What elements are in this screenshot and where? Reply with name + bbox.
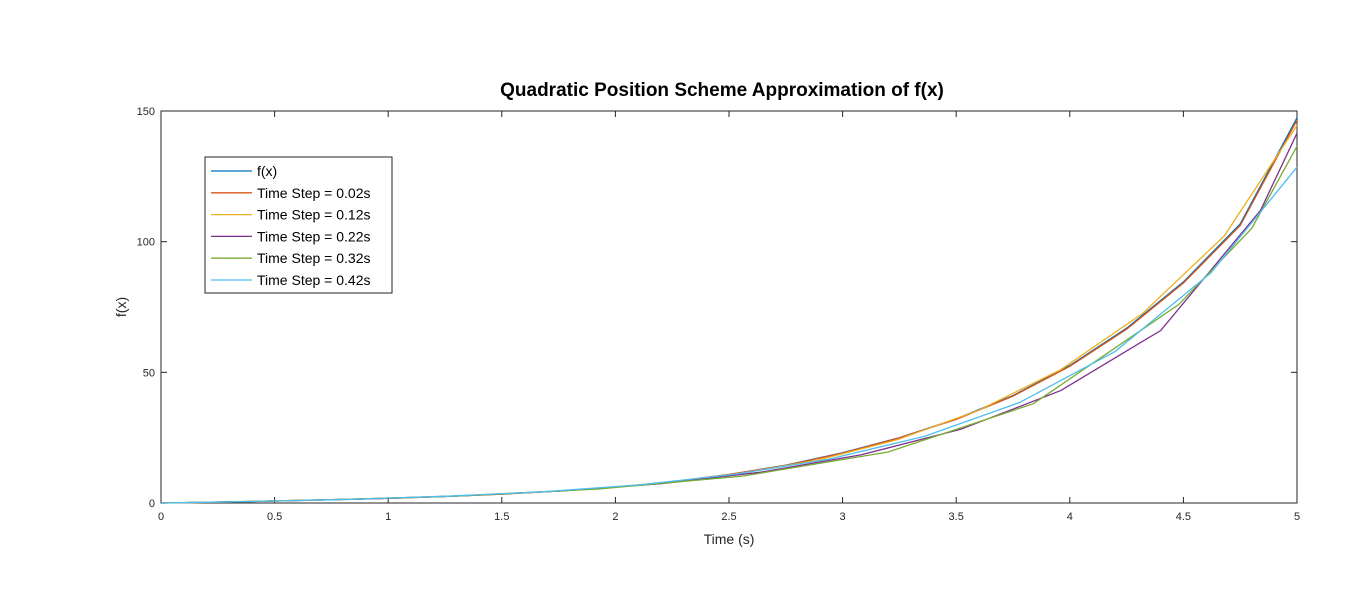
y-tick-label: 100 xyxy=(137,237,155,249)
legend-label-2: Time Step = 0.12s xyxy=(257,207,370,223)
x-tick-label: 2.5 xyxy=(721,511,736,523)
series-line-5 xyxy=(160,166,1298,504)
x-axis-label: Time (s) xyxy=(704,531,755,547)
x-tick-label: 0 xyxy=(158,511,164,523)
x-tick-label: 1.5 xyxy=(494,511,509,523)
x-tick-label: 3 xyxy=(840,511,846,523)
y-tick-label: 0 xyxy=(149,498,155,510)
x-tick-label: 0.5 xyxy=(267,511,282,523)
y-axis-label: f(x) xyxy=(113,297,129,317)
legend-label-3: Time Step = 0.22s xyxy=(257,228,370,244)
series-layer xyxy=(160,117,1298,504)
legend-label-5: Time Step = 0.42s xyxy=(257,272,370,288)
x-tick-label: 1 xyxy=(385,511,391,523)
x-tick-label: 4.5 xyxy=(1176,511,1191,523)
x-tick-label: 3.5 xyxy=(949,511,964,523)
x-tick-label: 2 xyxy=(612,511,618,523)
legend-label-1: Time Step = 0.02s xyxy=(257,185,370,201)
y-tick-label: 50 xyxy=(143,367,155,379)
legend: f(x) Time Step = 0.02s Time Step = 0.12s Ti… xyxy=(204,156,393,294)
legend-box xyxy=(204,156,393,294)
x-tick-label: 5 xyxy=(1294,511,1300,523)
legend-label-0: f(x) xyxy=(257,163,277,179)
legend-label-4: Time Step = 0.32s xyxy=(257,250,370,266)
x-tick-label: 4 xyxy=(1067,511,1073,523)
y-tick-label: 150 xyxy=(137,106,155,118)
chart-title: Quadratic Position Scheme Approximation … xyxy=(500,80,944,101)
